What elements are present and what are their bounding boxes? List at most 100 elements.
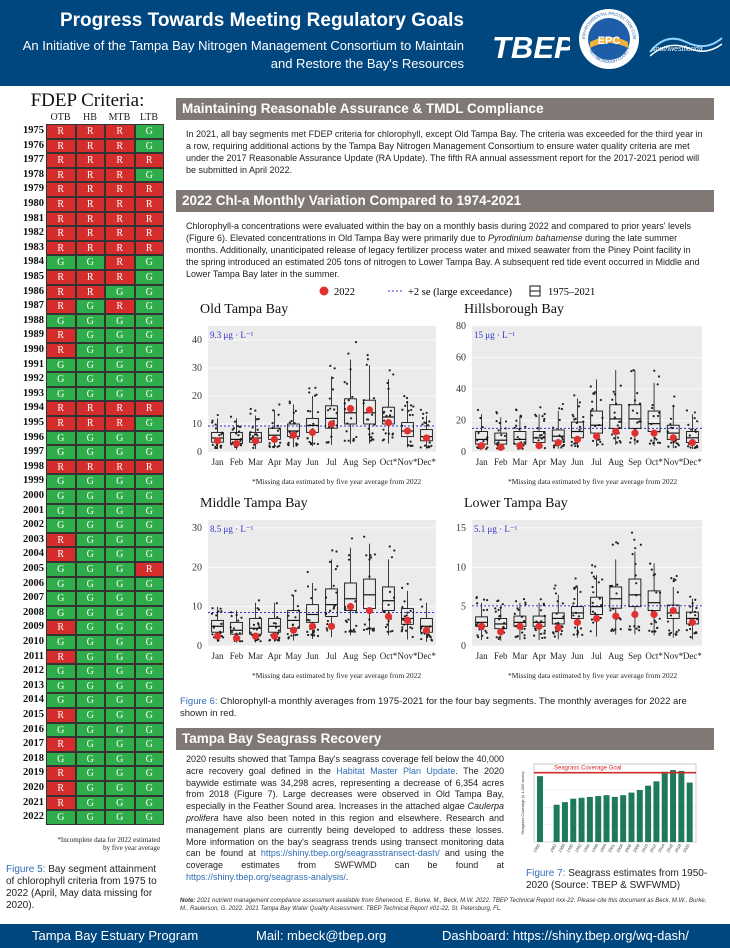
observation-point <box>573 587 576 591</box>
criteria-cell: R <box>46 284 76 300</box>
observation-point <box>392 373 395 376</box>
observation-point <box>638 402 642 405</box>
epc-logo: EPC ENVIRONMENTAL PROTECTION COMMISSION … <box>578 8 639 69</box>
x-tick-label: Apr <box>268 457 282 467</box>
observation-point <box>613 437 616 440</box>
criteria-row: 1978 R R R G <box>16 167 166 183</box>
seagrass-bar <box>586 796 593 842</box>
criteria-cell: G <box>134 693 164 708</box>
observation-point <box>486 608 489 611</box>
observation-point <box>389 409 393 412</box>
observation-point <box>235 432 238 435</box>
criteria-row: 2022 G G G G <box>16 810 166 825</box>
observation-point <box>498 421 501 425</box>
x-tick-label: Oct* <box>645 457 663 467</box>
criteria-cell: G <box>105 547 135 562</box>
observation-point <box>613 411 616 414</box>
observation-point <box>409 626 412 629</box>
observation-point <box>333 367 336 370</box>
criteria-cell: G <box>134 810 164 825</box>
value-2022-point <box>213 437 222 445</box>
criteria-year: 1989 <box>23 329 44 341</box>
observation-point <box>543 412 546 416</box>
footer-dashboard[interactable]: Dashboard: https://shiny.tbep.org/wq-das… <box>442 928 689 943</box>
observation-point <box>336 565 339 568</box>
criteria-cell: G <box>46 445 76 460</box>
observation-point <box>591 585 594 589</box>
observation-point <box>573 597 576 601</box>
observation-point <box>558 418 561 422</box>
box <box>647 590 661 612</box>
observation-point <box>388 369 391 372</box>
observation-point <box>543 447 547 450</box>
criteria-year: 1978 <box>23 168 44 180</box>
y-tick-label: 40 <box>192 335 202 346</box>
criteria-row: 1989 R G G G <box>16 328 166 343</box>
observation-point <box>306 570 309 574</box>
observation-point <box>404 629 408 632</box>
criteria-row: 1999 G G G G <box>16 474 166 489</box>
observation-point <box>332 607 335 610</box>
observation-point <box>219 446 222 449</box>
observation-point <box>237 425 240 428</box>
criteria-cell: G <box>134 313 164 329</box>
habitat-master-plan-link[interactable]: Habitat Master Plan Update <box>336 765 456 776</box>
observation-point <box>589 385 592 388</box>
value-2022-point <box>573 618 582 626</box>
criteria-year: 1995 <box>23 417 44 428</box>
observation-point <box>632 369 635 372</box>
seagrass-x-tick-label: 2012 <box>648 842 657 853</box>
observation-point <box>384 625 388 629</box>
observation-point <box>561 602 564 605</box>
observation-point <box>541 636 544 640</box>
criteria-row: 2016 G G G G <box>16 722 166 738</box>
section-heading-seagrass: Tampa Bay Seagrass Recovery <box>176 728 714 750</box>
x-tick-label: Aug <box>608 457 624 467</box>
value-2022-point <box>384 612 393 621</box>
y-tick-label: 0 <box>461 641 466 652</box>
observation-point <box>390 556 394 559</box>
criteria-row: 2014 G G G G <box>16 693 166 708</box>
criteria-cell: G <box>134 357 164 373</box>
criteria-cell: G <box>105 328 135 343</box>
observation-point <box>513 612 516 615</box>
seagrass-analysis-link[interactable]: https://shiny.tbep.org/seagrass-analysis… <box>186 871 346 882</box>
observation-point <box>578 425 581 429</box>
observation-point <box>540 433 543 437</box>
criteria-cell: G <box>75 605 105 621</box>
value-2022-point <box>346 603 355 611</box>
observation-point <box>675 630 678 634</box>
x-tick-label: Jun <box>571 651 584 661</box>
observation-point <box>403 394 406 398</box>
footer-mail[interactable]: Mail: mbeck@tbep.org <box>256 928 387 943</box>
seagrass-x-tick-label: 1999 <box>599 842 608 853</box>
observation-point <box>629 441 632 444</box>
seagrass-transect-link[interactable]: https://shiny.tbep.org/seagrasstransect-… <box>260 848 440 859</box>
criteria-cell: R <box>105 211 135 227</box>
criteria-cell: G <box>75 357 105 373</box>
value-2022-point <box>631 429 639 437</box>
seagrass-bar <box>653 781 660 842</box>
observation-point <box>373 553 377 556</box>
value-2022-point <box>477 622 486 630</box>
criteria-cell: G <box>75 751 105 767</box>
seagrass-x-tick-label: 2006 <box>624 842 633 853</box>
boxplot-hillsborough-bay: 0 20 40 60 80 15 μg · L⁻¹ Jan Feb Mar Apr May Jun Ju… <box>456 321 702 467</box>
x-tick-label: Oct* <box>380 651 398 661</box>
criteria-cell: G <box>134 766 164 781</box>
observation-point <box>334 567 337 571</box>
observation-point <box>636 412 639 415</box>
observation-point <box>522 597 526 601</box>
observation-point <box>252 446 255 449</box>
criteria-cell: G <box>134 547 164 562</box>
criteria-cell: G <box>46 313 76 329</box>
page-subtitle: An Initiative of the Tampa Bay Nitrogen … <box>0 37 470 73</box>
observation-point <box>350 417 353 420</box>
observation-point <box>383 610 386 614</box>
observation-point <box>220 433 223 436</box>
value-2022-point <box>308 428 317 436</box>
criteria-cell: G <box>75 708 105 723</box>
x-tick-label: Jan <box>212 651 224 661</box>
y-tick-label: 15 <box>456 523 466 534</box>
legend-se-label: +2 se (large exceedance) <box>408 287 512 298</box>
